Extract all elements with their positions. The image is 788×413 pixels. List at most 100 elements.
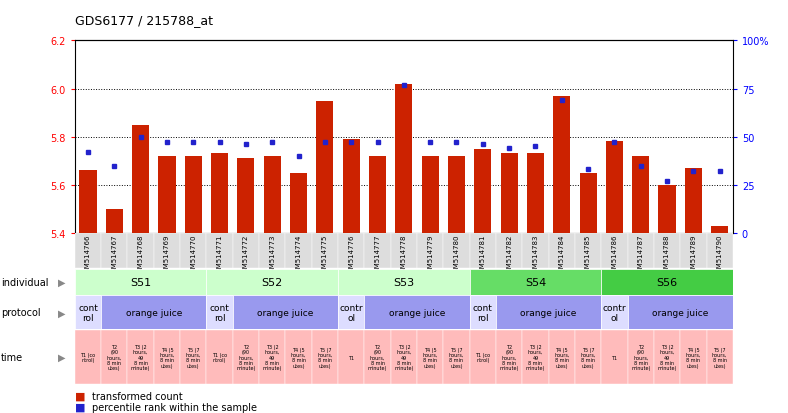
Bar bbox=[206, 233, 232, 268]
Text: GSM514769: GSM514769 bbox=[164, 234, 170, 276]
Text: GSM514790: GSM514790 bbox=[716, 234, 723, 276]
Bar bbox=[707, 233, 733, 268]
Bar bbox=[417, 330, 444, 384]
Bar bbox=[106, 209, 123, 233]
Bar bbox=[627, 330, 654, 384]
Text: S53: S53 bbox=[393, 277, 414, 287]
Bar bbox=[470, 269, 601, 295]
Bar bbox=[264, 157, 281, 233]
Text: T5 (7
hours,
8 min
utes): T5 (7 hours, 8 min utes) bbox=[186, 347, 201, 368]
Bar bbox=[575, 233, 601, 268]
Bar bbox=[338, 269, 470, 295]
Bar bbox=[369, 157, 386, 233]
Bar bbox=[527, 154, 544, 233]
Bar bbox=[601, 269, 733, 295]
Text: T4 (5
hours,
8 min
utes): T4 (5 hours, 8 min utes) bbox=[686, 347, 701, 368]
Bar bbox=[132, 125, 149, 233]
Text: T3 (2
hours,
49
8 min
minute): T3 (2 hours, 49 8 min minute) bbox=[262, 344, 282, 370]
Text: GSM514774: GSM514774 bbox=[296, 234, 302, 276]
Text: ■: ■ bbox=[75, 391, 85, 401]
Bar bbox=[417, 233, 444, 268]
Bar bbox=[627, 233, 654, 268]
Bar bbox=[685, 169, 702, 233]
Bar bbox=[470, 330, 496, 384]
Text: GSM514777: GSM514777 bbox=[374, 234, 381, 276]
Bar bbox=[75, 296, 101, 330]
Text: GSM514771: GSM514771 bbox=[217, 234, 223, 276]
Bar bbox=[101, 233, 128, 268]
Text: GSM514788: GSM514788 bbox=[664, 234, 670, 276]
Text: T3 (2
hours,
49
8 min
minute): T3 (2 hours, 49 8 min minute) bbox=[526, 344, 545, 370]
Bar bbox=[575, 330, 601, 384]
Bar bbox=[75, 233, 101, 268]
Bar bbox=[232, 233, 259, 268]
Bar bbox=[391, 330, 417, 384]
Text: contr
ol: contr ol bbox=[603, 303, 626, 322]
Bar bbox=[422, 157, 439, 233]
Text: GSM514789: GSM514789 bbox=[690, 234, 697, 276]
Bar bbox=[101, 296, 206, 330]
Bar bbox=[364, 330, 391, 384]
Bar bbox=[444, 233, 470, 268]
Bar bbox=[101, 330, 128, 384]
Text: T5 (7
hours,
8 min
utes): T5 (7 hours, 8 min utes) bbox=[318, 347, 333, 368]
Text: transformed count: transformed count bbox=[92, 391, 183, 401]
Bar bbox=[237, 159, 255, 233]
Text: T2
(90
hours,
8 min
minute): T2 (90 hours, 8 min minute) bbox=[236, 344, 255, 370]
Bar bbox=[391, 233, 417, 268]
Bar bbox=[496, 233, 522, 268]
Bar bbox=[154, 330, 180, 384]
Bar bbox=[632, 157, 649, 233]
Bar bbox=[158, 157, 176, 233]
Text: GSM514781: GSM514781 bbox=[480, 234, 486, 276]
Text: GSM514786: GSM514786 bbox=[611, 234, 618, 276]
Bar bbox=[707, 330, 733, 384]
Text: GSM514783: GSM514783 bbox=[533, 234, 538, 276]
Text: GSM514772: GSM514772 bbox=[243, 234, 249, 276]
Bar bbox=[474, 150, 492, 233]
Bar bbox=[75, 330, 101, 384]
Text: T4 (5
hours,
8 min
utes): T4 (5 hours, 8 min utes) bbox=[554, 347, 570, 368]
Bar bbox=[80, 171, 97, 233]
Text: GSM514779: GSM514779 bbox=[427, 234, 433, 276]
Text: orange juice: orange juice bbox=[520, 308, 577, 317]
Text: T1: T1 bbox=[611, 355, 618, 360]
Bar bbox=[154, 233, 180, 268]
Text: GSM514776: GSM514776 bbox=[348, 234, 355, 276]
Text: T2
(90
hours,
8 min
minute): T2 (90 hours, 8 min minute) bbox=[500, 344, 519, 370]
Bar bbox=[522, 233, 548, 268]
Bar bbox=[601, 233, 627, 268]
Text: T4 (5
hours,
8 min
utes): T4 (5 hours, 8 min utes) bbox=[422, 347, 438, 368]
Bar bbox=[680, 233, 707, 268]
Bar bbox=[579, 173, 597, 233]
Bar bbox=[285, 330, 312, 384]
Bar bbox=[180, 330, 206, 384]
Bar bbox=[496, 296, 601, 330]
Text: T4 (5
hours,
8 min
utes): T4 (5 hours, 8 min utes) bbox=[159, 347, 175, 368]
Bar bbox=[470, 233, 496, 268]
Text: T2
(90
hours,
8 min
minute): T2 (90 hours, 8 min minute) bbox=[368, 344, 387, 370]
Bar bbox=[232, 296, 338, 330]
Text: T1 (co
ntrol): T1 (co ntrol) bbox=[80, 352, 95, 363]
Text: GSM514782: GSM514782 bbox=[506, 234, 512, 276]
Text: S54: S54 bbox=[525, 277, 546, 287]
Bar bbox=[338, 296, 364, 330]
Bar bbox=[259, 330, 285, 384]
Bar bbox=[290, 173, 307, 233]
Bar bbox=[312, 330, 338, 384]
Bar bbox=[606, 142, 623, 233]
Text: ▶: ▶ bbox=[58, 352, 65, 362]
Text: GSM514770: GSM514770 bbox=[190, 234, 196, 276]
Text: GSM514775: GSM514775 bbox=[322, 234, 328, 276]
Text: protocol: protocol bbox=[1, 308, 40, 318]
Text: GSM514773: GSM514773 bbox=[269, 234, 275, 276]
Text: GSM514784: GSM514784 bbox=[559, 234, 565, 276]
Bar bbox=[364, 296, 470, 330]
Bar bbox=[659, 185, 675, 233]
Bar bbox=[548, 233, 575, 268]
Text: T1 (co
ntrol): T1 (co ntrol) bbox=[212, 352, 227, 363]
Bar bbox=[500, 154, 518, 233]
Text: ▶: ▶ bbox=[58, 277, 65, 287]
Text: GSM514767: GSM514767 bbox=[111, 234, 117, 276]
Text: ■: ■ bbox=[75, 402, 85, 412]
